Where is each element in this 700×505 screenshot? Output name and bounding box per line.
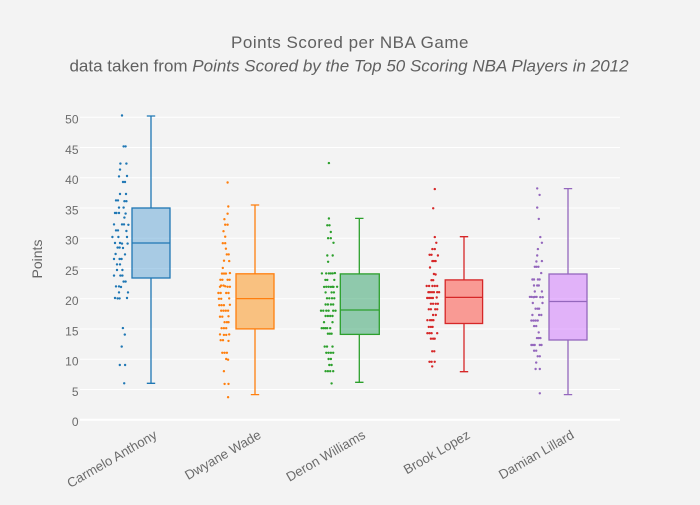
svg-text:30: 30 [65, 234, 79, 248]
svg-text:20: 20 [65, 294, 79, 308]
svg-text:10: 10 [65, 355, 79, 369]
svg-text:Points Scored per NBA Game: Points Scored per NBA Game [231, 33, 469, 52]
svg-text:50: 50 [65, 113, 79, 127]
svg-text:Points: Points [29, 240, 45, 279]
svg-text:45: 45 [65, 143, 79, 157]
svg-text:data taken from Points Scored: data taken from Points Scored by the Top… [69, 57, 629, 76]
svg-text:0: 0 [72, 415, 79, 429]
svg-text:15: 15 [65, 324, 79, 338]
svg-text:5: 5 [72, 385, 79, 399]
svg-text:35: 35 [65, 203, 79, 217]
svg-text:25: 25 [65, 264, 79, 278]
svg-text:40: 40 [65, 173, 79, 187]
